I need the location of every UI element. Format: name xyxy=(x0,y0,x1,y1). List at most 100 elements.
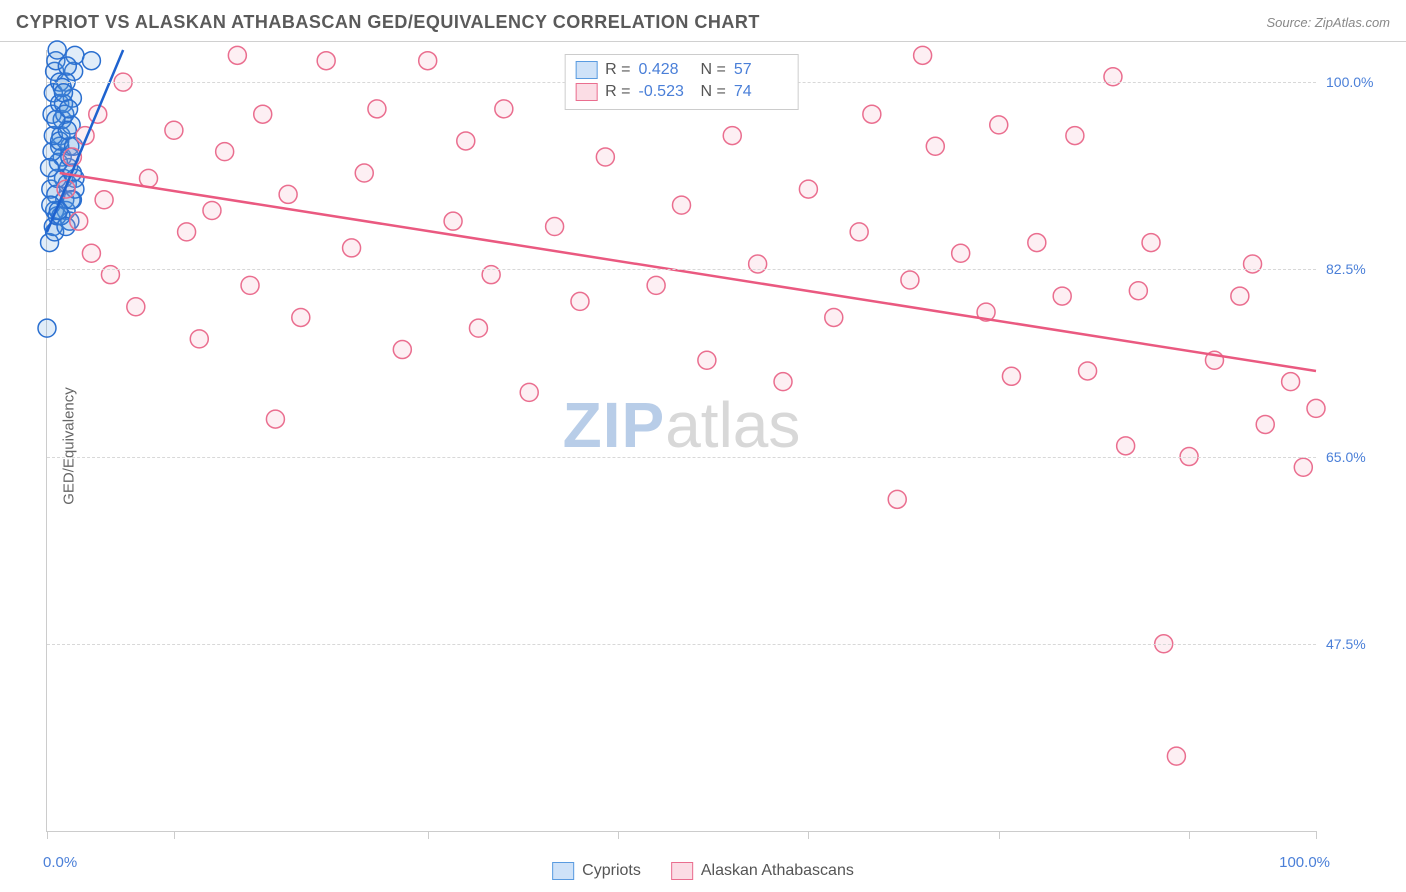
data-point xyxy=(60,100,78,118)
data-point xyxy=(48,41,66,59)
legend-item: Cypriots xyxy=(552,862,641,880)
data-point xyxy=(1129,282,1147,300)
data-point xyxy=(165,121,183,139)
x-tick xyxy=(428,831,429,839)
y-tick-label: 47.5% xyxy=(1326,636,1386,652)
data-point xyxy=(82,52,100,70)
stats-legend: R = 0.428 N = 57 R = -0.523 N = 74 xyxy=(564,54,799,110)
data-point xyxy=(926,137,944,155)
legend-swatch xyxy=(671,862,693,880)
data-point xyxy=(647,276,665,294)
legend-swatch xyxy=(575,61,597,79)
data-point xyxy=(393,341,411,359)
grid-line xyxy=(47,644,1316,645)
data-point xyxy=(596,148,614,166)
legend-label: Alaskan Athabascans xyxy=(701,862,854,880)
data-point xyxy=(82,244,100,262)
data-point xyxy=(825,308,843,326)
legend-label: Cypriots xyxy=(582,862,641,880)
data-point xyxy=(1053,287,1071,305)
r-value: 0.428 xyxy=(639,61,693,79)
stats-legend-row: R = 0.428 N = 57 xyxy=(575,59,788,81)
data-point xyxy=(571,292,589,310)
data-point xyxy=(850,223,868,241)
data-point xyxy=(38,319,56,337)
n-label: N = xyxy=(701,61,726,79)
plot-border: ZIPatlas 100.0%82.5%65.0%47.5% 0.0% 100.… xyxy=(46,50,1316,832)
data-point xyxy=(990,116,1008,134)
data-point xyxy=(1231,287,1249,305)
data-point xyxy=(190,330,208,348)
data-point xyxy=(495,100,513,118)
x-tick xyxy=(808,831,809,839)
legend-item: Alaskan Athabascans xyxy=(671,862,854,880)
grid-line xyxy=(47,457,1316,458)
data-point xyxy=(774,373,792,391)
stats-legend-row: R = -0.523 N = 74 xyxy=(575,81,788,103)
data-point xyxy=(444,212,462,230)
grid-line xyxy=(47,269,1316,270)
data-point xyxy=(216,143,234,161)
r-value: -0.523 xyxy=(639,83,693,101)
data-point xyxy=(41,159,59,177)
series-legend: Cypriots Alaskan Athabascans xyxy=(552,862,854,880)
data-point xyxy=(1256,415,1274,433)
data-point xyxy=(178,223,196,241)
n-label: N = xyxy=(701,83,726,101)
chart-title: CYPRIOT VS ALASKAN ATHABASCAN GED/EQUIVA… xyxy=(16,12,760,33)
x-max-label: 100.0% xyxy=(1279,854,1330,871)
x-tick xyxy=(999,831,1000,839)
data-point xyxy=(292,308,310,326)
data-point xyxy=(266,410,284,428)
x-min-label: 0.0% xyxy=(43,854,77,871)
data-point xyxy=(1117,437,1135,455)
y-tick-label: 65.0% xyxy=(1326,449,1386,465)
data-point xyxy=(58,57,76,75)
data-point xyxy=(673,196,691,214)
data-point xyxy=(54,84,72,102)
data-point xyxy=(140,169,158,187)
n-value: 57 xyxy=(734,61,788,79)
data-point xyxy=(914,46,932,64)
y-tick-label: 100.0% xyxy=(1326,74,1386,90)
data-point xyxy=(279,185,297,203)
data-point xyxy=(419,52,437,70)
legend-swatch xyxy=(575,83,597,101)
n-value: 74 xyxy=(734,83,788,101)
data-point xyxy=(127,298,145,316)
r-label: R = xyxy=(605,61,630,79)
data-point xyxy=(228,46,246,64)
data-point xyxy=(1066,127,1084,145)
data-point xyxy=(901,271,919,289)
data-point xyxy=(546,218,564,236)
data-point xyxy=(355,164,373,182)
x-tick xyxy=(1316,831,1317,839)
chart-container: CYPRIOT VS ALASKAN ATHABASCAN GED/EQUIVA… xyxy=(0,0,1406,892)
data-point xyxy=(1167,747,1185,765)
data-point xyxy=(70,212,88,230)
data-point xyxy=(1307,399,1325,417)
data-point xyxy=(888,490,906,508)
data-point xyxy=(203,201,221,219)
data-point xyxy=(952,244,970,262)
plot-area: ZIPatlas 100.0%82.5%65.0%47.5% 0.0% 100.… xyxy=(46,50,1316,832)
data-point xyxy=(1142,234,1160,252)
data-point xyxy=(343,239,361,257)
x-tick xyxy=(174,831,175,839)
data-point xyxy=(1282,373,1300,391)
chart-header: CYPRIOT VS ALASKAN ATHABASCAN GED/EQUIVA… xyxy=(0,0,1406,42)
x-tick xyxy=(618,831,619,839)
x-tick xyxy=(47,831,48,839)
data-point xyxy=(241,276,259,294)
data-point xyxy=(1294,458,1312,476)
scatter-svg xyxy=(47,50,1316,831)
y-tick-label: 82.5% xyxy=(1326,261,1386,277)
chart-source: Source: ZipAtlas.com xyxy=(1266,15,1390,30)
data-point xyxy=(799,180,817,198)
data-point xyxy=(723,127,741,145)
data-point xyxy=(457,132,475,150)
data-point xyxy=(520,383,538,401)
data-point xyxy=(368,100,386,118)
data-point xyxy=(1028,234,1046,252)
data-point xyxy=(1079,362,1097,380)
